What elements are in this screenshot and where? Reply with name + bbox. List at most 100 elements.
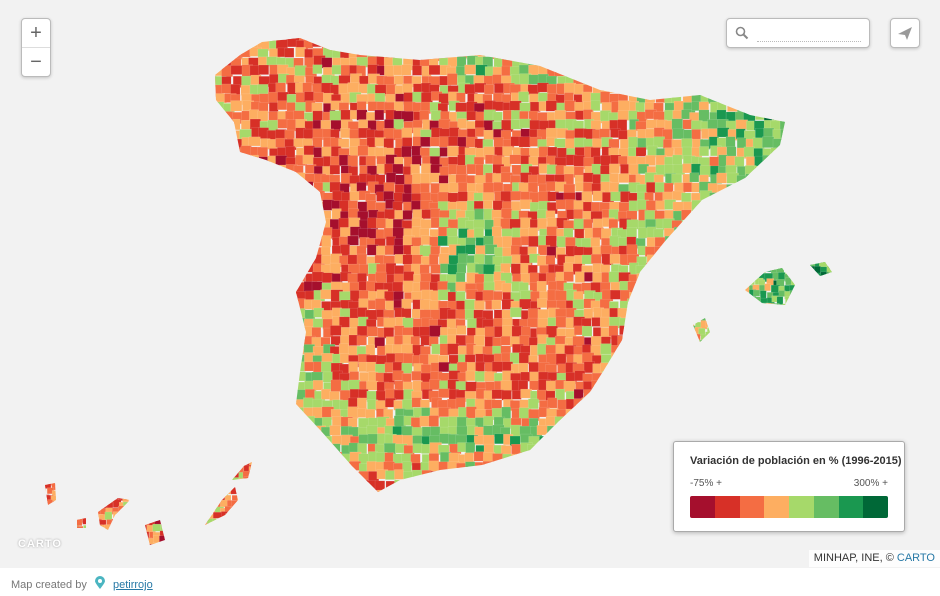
municipality[interactable] — [203, 313, 210, 323]
municipality[interactable] — [250, 274, 259, 283]
municipality[interactable] — [735, 217, 748, 229]
municipality[interactable] — [178, 297, 188, 305]
municipality[interactable] — [268, 315, 276, 325]
municipality[interactable] — [682, 57, 694, 70]
municipality[interactable] — [215, 38, 227, 51]
municipality[interactable] — [111, 268, 120, 276]
municipality[interactable] — [736, 246, 748, 257]
municipality[interactable] — [185, 273, 193, 281]
municipality[interactable] — [781, 111, 791, 123]
municipality[interactable] — [789, 302, 798, 310]
municipality[interactable] — [296, 479, 308, 490]
municipality[interactable] — [268, 299, 281, 313]
municipality[interactable] — [784, 260, 793, 268]
municipality[interactable] — [330, 39, 342, 52]
municipality[interactable] — [664, 417, 677, 429]
municipality[interactable] — [214, 283, 222, 291]
municipality[interactable] — [223, 39, 236, 49]
municipality[interactable] — [657, 301, 665, 311]
municipality[interactable] — [321, 388, 331, 400]
municipality[interactable] — [654, 462, 665, 475]
municipality[interactable] — [237, 266, 246, 274]
municipality[interactable] — [437, 478, 448, 489]
municipality[interactable] — [224, 208, 235, 220]
municipality[interactable] — [708, 379, 721, 390]
municipality[interactable] — [644, 92, 656, 103]
municipality[interactable] — [284, 346, 296, 359]
municipality[interactable] — [717, 301, 728, 313]
municipality[interactable] — [529, 147, 541, 158]
municipality[interactable] — [555, 47, 567, 58]
municipality[interactable] — [654, 371, 667, 383]
municipality[interactable] — [839, 316, 846, 324]
municipality[interactable] — [449, 488, 462, 498]
municipality[interactable] — [726, 400, 739, 412]
municipality[interactable] — [375, 298, 386, 311]
municipality[interactable] — [503, 462, 516, 474]
municipality[interactable] — [636, 499, 646, 510]
municipality[interactable] — [394, 479, 407, 490]
municipality[interactable] — [267, 191, 278, 202]
municipality[interactable] — [272, 272, 281, 279]
municipality[interactable] — [646, 280, 659, 291]
municipality[interactable] — [772, 75, 784, 88]
municipality[interactable] — [188, 261, 197, 270]
municipality[interactable] — [762, 103, 773, 114]
municipality[interactable] — [222, 111, 234, 122]
municipality[interactable] — [221, 302, 230, 313]
municipality[interactable] — [651, 267, 661, 275]
municipality[interactable] — [152, 267, 160, 277]
municipality[interactable] — [618, 390, 630, 401]
municipality[interactable] — [693, 277, 704, 286]
municipality[interactable] — [64, 273, 72, 283]
municipality[interactable] — [712, 290, 720, 299]
municipality[interactable] — [402, 254, 413, 265]
municipality[interactable] — [483, 489, 494, 500]
municipality[interactable] — [689, 417, 700, 427]
municipality[interactable] — [645, 426, 656, 438]
municipality[interactable] — [71, 296, 80, 306]
municipality[interactable] — [226, 280, 236, 290]
municipality[interactable] — [779, 417, 790, 429]
municipality[interactable] — [340, 30, 351, 40]
municipality[interactable] — [563, 426, 574, 436]
municipality[interactable] — [673, 226, 685, 240]
municipality[interactable] — [682, 315, 691, 325]
municipality[interactable] — [368, 490, 381, 501]
municipality[interactable] — [456, 478, 470, 491]
municipality[interactable] — [830, 279, 840, 287]
municipality[interactable] — [208, 256, 218, 264]
municipality[interactable] — [734, 315, 742, 322]
municipality[interactable] — [627, 83, 639, 94]
municipality[interactable] — [772, 102, 783, 113]
municipality[interactable] — [754, 254, 761, 260]
municipality[interactable] — [782, 309, 789, 319]
municipality[interactable] — [736, 309, 745, 317]
municipality[interactable] — [781, 217, 793, 230]
municipality[interactable] — [401, 64, 412, 76]
municipality[interactable] — [206, 487, 217, 499]
municipality[interactable] — [466, 163, 477, 175]
municipality[interactable] — [663, 272, 676, 284]
municipality[interactable] — [537, 461, 548, 474]
municipality[interactable] — [699, 38, 712, 50]
municipality[interactable] — [206, 497, 216, 507]
municipality[interactable] — [474, 497, 486, 507]
municipality[interactable] — [280, 255, 286, 262]
municipality[interactable] — [674, 281, 685, 293]
municipality[interactable] — [100, 296, 108, 304]
municipality[interactable] — [664, 280, 673, 288]
municipality[interactable] — [259, 208, 272, 219]
municipality[interactable] — [789, 389, 800, 398]
municipality[interactable] — [295, 172, 306, 185]
municipality[interactable] — [63, 295, 71, 304]
municipality[interactable] — [682, 228, 693, 241]
municipality[interactable] — [646, 354, 657, 367]
municipality[interactable] — [708, 416, 719, 428]
municipality[interactable] — [826, 279, 834, 287]
municipality[interactable] — [646, 453, 658, 466]
municipality[interactable] — [278, 406, 288, 419]
municipality[interactable] — [590, 398, 602, 408]
municipality[interactable] — [238, 272, 247, 279]
municipality[interactable] — [518, 352, 531, 365]
